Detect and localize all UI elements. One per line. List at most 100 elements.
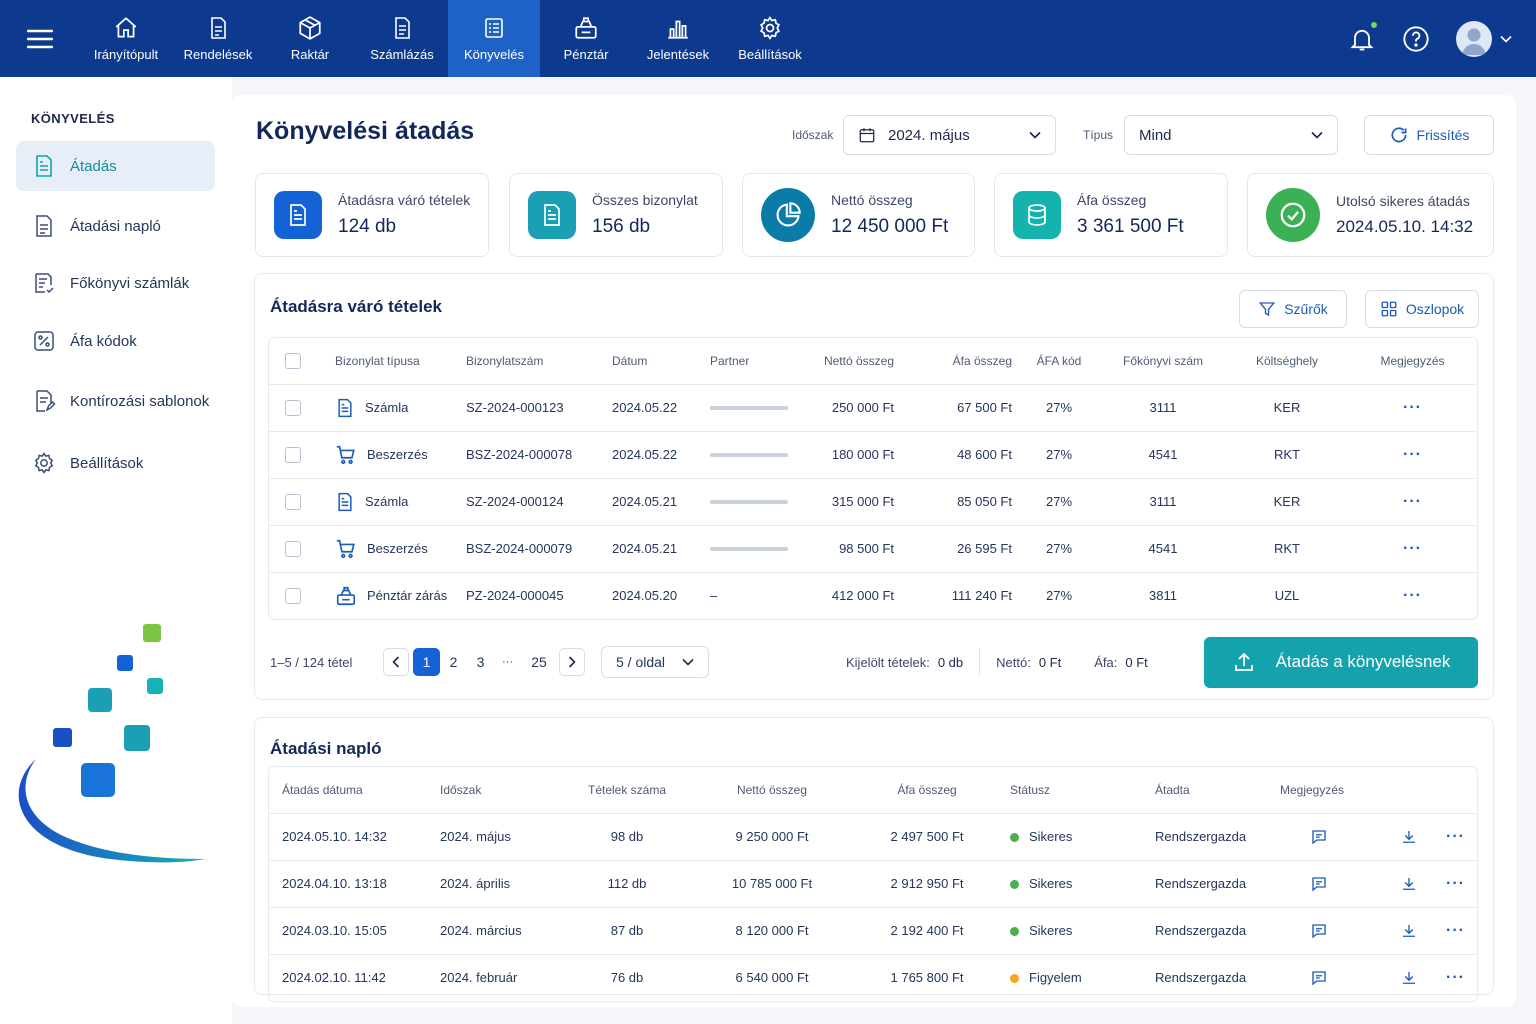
column-header[interactable]: Státusz — [1002, 767, 1147, 814]
column-header[interactable]: Átadás dátuma — [269, 767, 432, 814]
next-page-button[interactable] — [559, 648, 585, 676]
download-icon[interactable] — [1400, 969, 1418, 987]
sidebar-item-fokonyvi-szamlak[interactable]: Főkönyvi számlák — [16, 258, 215, 308]
nav-item-label: Számlázás — [370, 47, 434, 62]
doc-type: Beszerzés — [367, 447, 428, 462]
sidebar-item-atadasi-naplo[interactable]: Átadási napló — [16, 201, 215, 251]
column-header[interactable]: Bizonylat típusa — [327, 338, 458, 385]
per-page-value: 5 / oldal — [616, 654, 666, 670]
column-header[interactable]: Bizonylatszám — [458, 338, 604, 385]
doc-date: 2024.05.22 — [604, 384, 702, 432]
status-dot — [1010, 880, 1019, 890]
transfer-period: 2024. február — [440, 970, 518, 986]
download-icon[interactable] — [1400, 828, 1418, 846]
columns-button[interactable]: Oszlopok — [1365, 290, 1479, 328]
more-actions-button[interactable]: ··· — [1432, 860, 1477, 908]
grid-icon — [1381, 301, 1397, 317]
nav-item-rendelesek[interactable]: Rendelések — [172, 0, 264, 77]
nav-item-penztar[interactable]: Pénztár — [540, 0, 632, 77]
sidebar-item-beallitasok[interactable]: Beállítások — [16, 438, 215, 488]
doc-number: SZ-2024-000124 — [458, 478, 604, 526]
more-actions-button[interactable]: ··· — [1346, 384, 1477, 432]
more-actions-button[interactable]: ··· — [1403, 586, 1422, 604]
notifications-button[interactable] — [1348, 20, 1378, 54]
table-row[interactable]: 2024.04.10. 13:18 2024. április 112 db 1… — [269, 860, 1477, 908]
nav-item-jelentesek[interactable]: Jelentések — [632, 0, 724, 77]
table-row[interactable]: Beszerzés BSZ-2024-000079 2024.05.21 98 … — [269, 525, 1477, 573]
table-row[interactable]: 2024.05.10. 14:32 2024. május 98 db 9 25… — [269, 813, 1477, 861]
column-header[interactable]: Nettó összeg — [692, 767, 852, 814]
nav-item-konyveles[interactable]: Könyvelés — [448, 0, 540, 77]
row-checkbox[interactable] — [285, 540, 301, 557]
row-checkbox[interactable] — [285, 587, 301, 604]
column-header[interactable]: Költséghely — [1228, 338, 1346, 385]
column-header[interactable]: Áfa összeg — [902, 338, 1020, 385]
refresh-button[interactable]: Frissítés — [1364, 115, 1494, 155]
pagination-bar: 1–5 / 124 tétel 1 2 3 ··· 25 5 / oldal K… — [270, 636, 1478, 688]
nav-item-iranyitopult[interactable]: Irányítópult — [80, 0, 172, 77]
table-row[interactable]: 2024.02.10. 11:42 2024. február 76 db 6 … — [269, 954, 1477, 1001]
table-row[interactable]: Számla SZ-2024-000124 2024.05.21 315 000… — [269, 478, 1477, 526]
more-actions-button[interactable]: ··· — [1346, 478, 1477, 526]
comment-icon[interactable] — [1310, 875, 1328, 893]
table-row[interactable]: Számla SZ-2024-000123 2024.05.22 250 000… — [269, 384, 1477, 432]
more-actions-button[interactable]: ··· — [1346, 431, 1477, 479]
page-button-3[interactable]: 3 — [476, 654, 485, 670]
transfer-date: 2024.02.10. 11:42 — [282, 970, 386, 986]
sidebar-item-kontirozasi-sablonok[interactable]: Kontírozási sablonok — [16, 376, 215, 426]
more-actions-button[interactable]: ··· — [1446, 968, 1465, 986]
row-checkbox[interactable] — [285, 493, 301, 510]
sidebar-item-afa-kodok[interactable]: Áfa kódok — [16, 316, 215, 366]
help-button[interactable] — [1402, 25, 1430, 53]
column-header[interactable]: Időszak — [432, 767, 562, 814]
user-menu[interactable] — [1456, 20, 1512, 57]
column-header[interactable]: Áfa összeg — [852, 767, 1002, 814]
transfer-date: 2024.04.10. 13:18 — [269, 860, 432, 908]
vat-code: 27% — [1045, 588, 1073, 604]
column-header[interactable]: Megjegyzés — [1272, 767, 1372, 814]
sidebar-item-label: Főkönyvi számlák — [70, 274, 190, 292]
more-actions-button[interactable]: ··· — [1432, 907, 1477, 955]
nav-item-szamlazas[interactable]: Számlázás — [356, 0, 448, 77]
submit-to-accounting-button[interactable]: Átadás a könyvelésnek — [1204, 636, 1478, 688]
prev-page-button[interactable] — [383, 648, 409, 676]
per-page-select[interactable]: 5 / oldal — [601, 646, 709, 678]
nav-item-beallitasok[interactable]: Beállítások — [724, 0, 816, 77]
comment-icon[interactable] — [1310, 969, 1328, 987]
type-select[interactable]: Mind — [1124, 115, 1338, 155]
download-icon[interactable] — [1400, 875, 1418, 893]
column-header[interactable]: Nettó összeg — [804, 338, 902, 385]
period-select[interactable]: 2024. május — [843, 115, 1056, 155]
cart-icon — [336, 539, 355, 558]
chevron-down-icon — [1029, 131, 1041, 139]
column-header[interactable]: Megjegyzés — [1346, 338, 1477, 385]
column-header[interactable]: Partner — [702, 338, 804, 385]
column-header[interactable]: Átadta — [1147, 767, 1272, 814]
sidebar-item-atadas[interactable]: Átadás — [16, 141, 215, 191]
comment-icon[interactable] — [1310, 922, 1328, 940]
download-icon[interactable] — [1400, 922, 1418, 940]
filters-button[interactable]: Szűrők — [1239, 290, 1347, 328]
vat-amount: 2 192 400 Ft — [852, 907, 1002, 955]
column-header[interactable]: ÁFA kód — [1020, 338, 1098, 385]
comment-icon[interactable] — [1310, 828, 1328, 846]
table-row[interactable]: Pénztár zárás PZ-2024-000045 2024.05.20 … — [269, 572, 1477, 619]
table-row[interactable]: Beszerzés BSZ-2024-000078 2024.05.22 180… — [269, 431, 1477, 479]
page-button-1[interactable]: 1 — [413, 648, 440, 676]
nav-item-label: Beállítások — [738, 47, 802, 62]
more-actions-button[interactable]: ··· — [1346, 525, 1477, 573]
column-header[interactable]: Főkönyvi szám — [1098, 338, 1228, 385]
page-button-last[interactable]: 25 — [531, 654, 547, 670]
row-checkbox[interactable] — [285, 399, 301, 416]
select-all-checkbox[interactable] — [285, 352, 301, 369]
net-total-value: 0 Ft — [1038, 654, 1062, 670]
row-checkbox[interactable] — [285, 446, 301, 463]
nav-item-raktar[interactable]: Raktár — [264, 0, 356, 77]
table-row[interactable]: 2024.03.10. 15:05 2024. március 87 db 8 … — [269, 907, 1477, 955]
page-button-2[interactable]: 2 — [449, 654, 458, 670]
column-header[interactable]: Tételek száma — [562, 767, 692, 814]
notification-dot — [1370, 20, 1378, 29]
column-header[interactable]: Dátum — [604, 338, 702, 385]
menu-icon[interactable] — [0, 0, 80, 77]
more-actions-button[interactable]: ··· — [1432, 813, 1477, 861]
